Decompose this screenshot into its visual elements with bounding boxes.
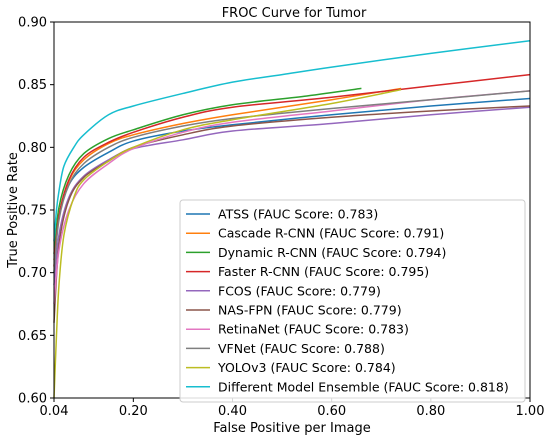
legend-entry-9: Different Model Ensemble (FAUC Score: 0.… <box>218 379 509 394</box>
y-tick-label: 0.65 <box>18 329 47 344</box>
plot-series-group <box>53 40 531 399</box>
y-tick-label: 0.80 <box>18 141 47 156</box>
legend-entry-3: Faster R-CNN (FAUC Score: 0.795) <box>218 264 429 279</box>
series-line-6 <box>53 90 531 305</box>
legend-entry-6: RetinaNet (FAUC Score: 0.783) <box>218 322 409 337</box>
legend-entry-1: Cascade R-CNN (FAUC Score: 0.791) <box>218 226 444 241</box>
series-line-4 <box>53 106 531 286</box>
series-line-9 <box>53 40 531 242</box>
x-tick-label: 0.80 <box>416 404 445 419</box>
legend-entry-0: ATSS (FAUC Score: 0.783) <box>218 207 378 222</box>
legend: ATSS (FAUC Score: 0.783) Cascade R-CNN (F… <box>179 199 526 403</box>
x-axis-label: False Positive per Image <box>213 421 370 436</box>
x-tick-label: 0.20 <box>119 404 148 419</box>
chart-title: FROC Curve for Tumor <box>222 6 367 21</box>
y-tick-label: 0.85 <box>18 78 47 93</box>
y-tick-label: 0.90 <box>18 16 47 31</box>
legend-entry-5: NAS-FPN (FAUC Score: 0.779) <box>218 303 402 318</box>
x-tick-label: 0.60 <box>317 404 346 419</box>
legend-entry-8: YOLOv3 (FAUC Score: 0.784) <box>217 360 396 375</box>
series-line-3 <box>53 73 531 267</box>
y-tick-label: 0.60 <box>18 392 47 407</box>
legend-box <box>179 199 526 403</box>
series-line-7 <box>53 90 531 273</box>
series-line-2 <box>53 87 362 254</box>
legend-entry-2: Dynamic R-CNN (FAUC Score: 0.794) <box>218 245 446 260</box>
y-tick-label: 0.75 <box>18 204 47 219</box>
x-tick-label: 0.04 <box>40 404 69 419</box>
legend-entry-4: FCOS (FAUC Score: 0.779) <box>218 283 381 298</box>
legend-entry-7: VFNet (FAUC Score: 0.788) <box>218 341 385 356</box>
series-line-8 <box>53 88 402 399</box>
y-tick-label: 0.70 <box>18 266 47 281</box>
x-tick-label: 0.40 <box>218 404 247 419</box>
x-tick-label: 1.00 <box>516 404 545 419</box>
y-axis-ticks: 0.60 0.65 0.70 0.75 0.80 0.85 0.90 <box>18 16 54 407</box>
y-axis-label: True Positive Rate <box>6 152 21 269</box>
